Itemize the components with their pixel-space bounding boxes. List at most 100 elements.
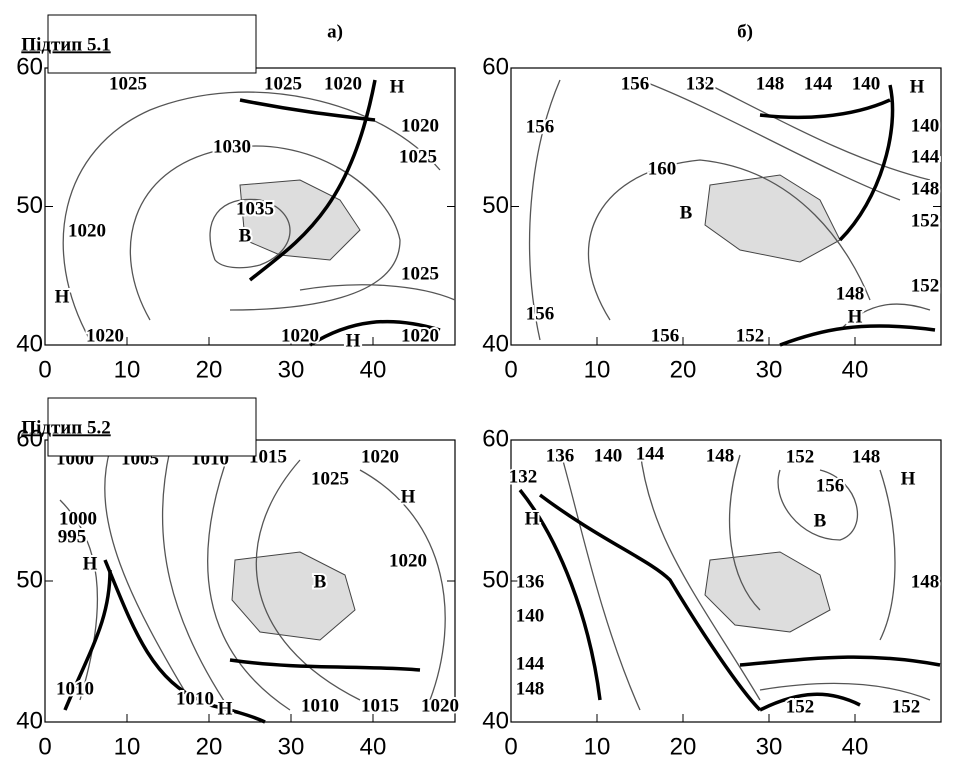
isoline-label: 1020	[86, 325, 124, 346]
isoline-label: Н	[401, 486, 416, 507]
isoline-label: 995	[58, 526, 87, 547]
isoline-label: Н	[390, 76, 405, 97]
x-tick-label: 20	[196, 356, 223, 383]
isoline-label: 1025	[401, 263, 439, 284]
isoline-label: 140	[911, 115, 940, 136]
isoline-label: 152	[911, 275, 940, 296]
isoline-label: Н	[848, 306, 863, 327]
isoline-label: 148	[836, 283, 865, 304]
panel-label: а)	[327, 21, 343, 42]
isoline-label: 152	[786, 696, 815, 717]
x-tick-label: 30	[756, 733, 783, 760]
x-tick-label: 0	[38, 733, 51, 760]
isoline-label: 1020	[361, 446, 399, 467]
isoline-label: 148	[852, 446, 881, 467]
x-tick-label: 40	[360, 733, 387, 760]
x-tick-label: 20	[196, 733, 223, 760]
x-tick-label: 40	[360, 356, 387, 383]
x-tick-label: 40	[842, 733, 869, 760]
x-tick-label: 0	[504, 356, 517, 383]
x-tick-label: 30	[756, 356, 783, 383]
y-tick-label: 50	[482, 192, 509, 219]
isoline-label: 156	[816, 475, 845, 496]
x-tick-label: 0	[38, 356, 51, 383]
isoline-label: 140	[516, 605, 545, 626]
isoline-label: 152	[892, 696, 921, 717]
isoline-label: 140	[852, 73, 881, 94]
isoline-label: 152	[736, 325, 765, 346]
isoline-label: 148	[516, 678, 545, 699]
isoline-label: 132	[686, 73, 715, 94]
isoline-label: 156	[526, 303, 555, 324]
isoline-label: 1020	[401, 325, 439, 346]
x-tick-label: 10	[114, 356, 141, 383]
isoline-label: 1020	[401, 115, 439, 136]
y-tick-label: 50	[16, 192, 43, 219]
isoline-label: 1025	[399, 146, 437, 167]
isoline-label: 144	[636, 443, 665, 464]
isoline-label: 156	[526, 116, 555, 137]
isoline-label: 148	[911, 178, 940, 199]
isoline-label: Н	[83, 553, 98, 574]
isoline-label: Н	[901, 468, 916, 489]
isoline-label: В	[680, 202, 693, 223]
x-tick-label: 10	[584, 733, 611, 760]
y-tick-label: 60	[16, 53, 43, 80]
isoline-label: 1010	[301, 695, 339, 716]
x-tick-label: 10	[584, 356, 611, 383]
isoline-label: 132	[509, 466, 538, 487]
figure: 010203040405060102510251020Н102010251030…	[0, 0, 957, 772]
x-tick-label: 0	[504, 733, 517, 760]
isoline-label: 148	[911, 571, 940, 592]
isoline-label: 144	[804, 73, 833, 94]
isoline-label: 1025	[311, 468, 349, 489]
panel-label: б)	[737, 21, 753, 42]
isoline-label: 1025	[109, 73, 147, 94]
isoline-label: 1010	[56, 678, 94, 699]
isoline-label: 136	[516, 571, 545, 592]
isoline-label: 156	[621, 73, 650, 94]
y-tick-label: 50	[16, 566, 43, 593]
y-tick-label: 50	[482, 566, 509, 593]
isoline-label: 1030	[213, 136, 251, 157]
isoline-label: Н	[55, 286, 70, 307]
map-panel: 0 10 20 30 40 40 50 60 156 156 132 148 144 140 Н 140 144…	[482, 21, 941, 383]
y-tick-label: 60	[482, 53, 509, 80]
x-tick-label: 10	[114, 733, 141, 760]
isoline-label: 1020	[421, 695, 459, 716]
isoline-label: 160	[648, 158, 677, 179]
isoline-label: Н	[346, 330, 361, 351]
isoline-label: 140	[594, 445, 623, 466]
isoline-label: 1020	[324, 73, 362, 94]
isoline-label: 144	[516, 653, 545, 674]
isoline-label: 152	[786, 446, 815, 467]
isoline-label: В	[239, 225, 252, 246]
x-tick-label: 20	[670, 733, 697, 760]
isoline-label: Н	[218, 698, 233, 719]
isoline-label: 1035	[236, 198, 274, 219]
isoline-label: 144	[911, 146, 940, 167]
y-tick-label: 40	[482, 330, 509, 357]
x-tick-label: 30	[278, 733, 305, 760]
isoline-label: 148	[706, 445, 735, 466]
isoline-label: Н	[525, 508, 540, 529]
map-panel: 010203040405060102510251020Н102010251030…	[16, 15, 455, 383]
isoline-label: Н	[910, 76, 925, 97]
isoline-label: 1020	[281, 325, 319, 346]
subtype-title: Підтип 5.2	[21, 417, 110, 438]
isoline-label: 152	[911, 210, 940, 231]
isoline-label: 148	[756, 73, 785, 94]
isoline-label: В	[314, 571, 327, 592]
x-tick-label: 30	[278, 356, 305, 383]
isoline-label: 1020	[389, 550, 427, 571]
isoline-label: 1020	[68, 220, 106, 241]
isoline-label: 136	[546, 445, 575, 466]
y-tick-label: 60	[482, 425, 509, 452]
isoline-label: 1025	[264, 73, 302, 94]
y-tick-label: 40	[16, 330, 43, 357]
x-tick-label: 40	[842, 356, 869, 383]
isoline-label: 1010	[176, 688, 214, 709]
x-tick-label: 20	[670, 356, 697, 383]
